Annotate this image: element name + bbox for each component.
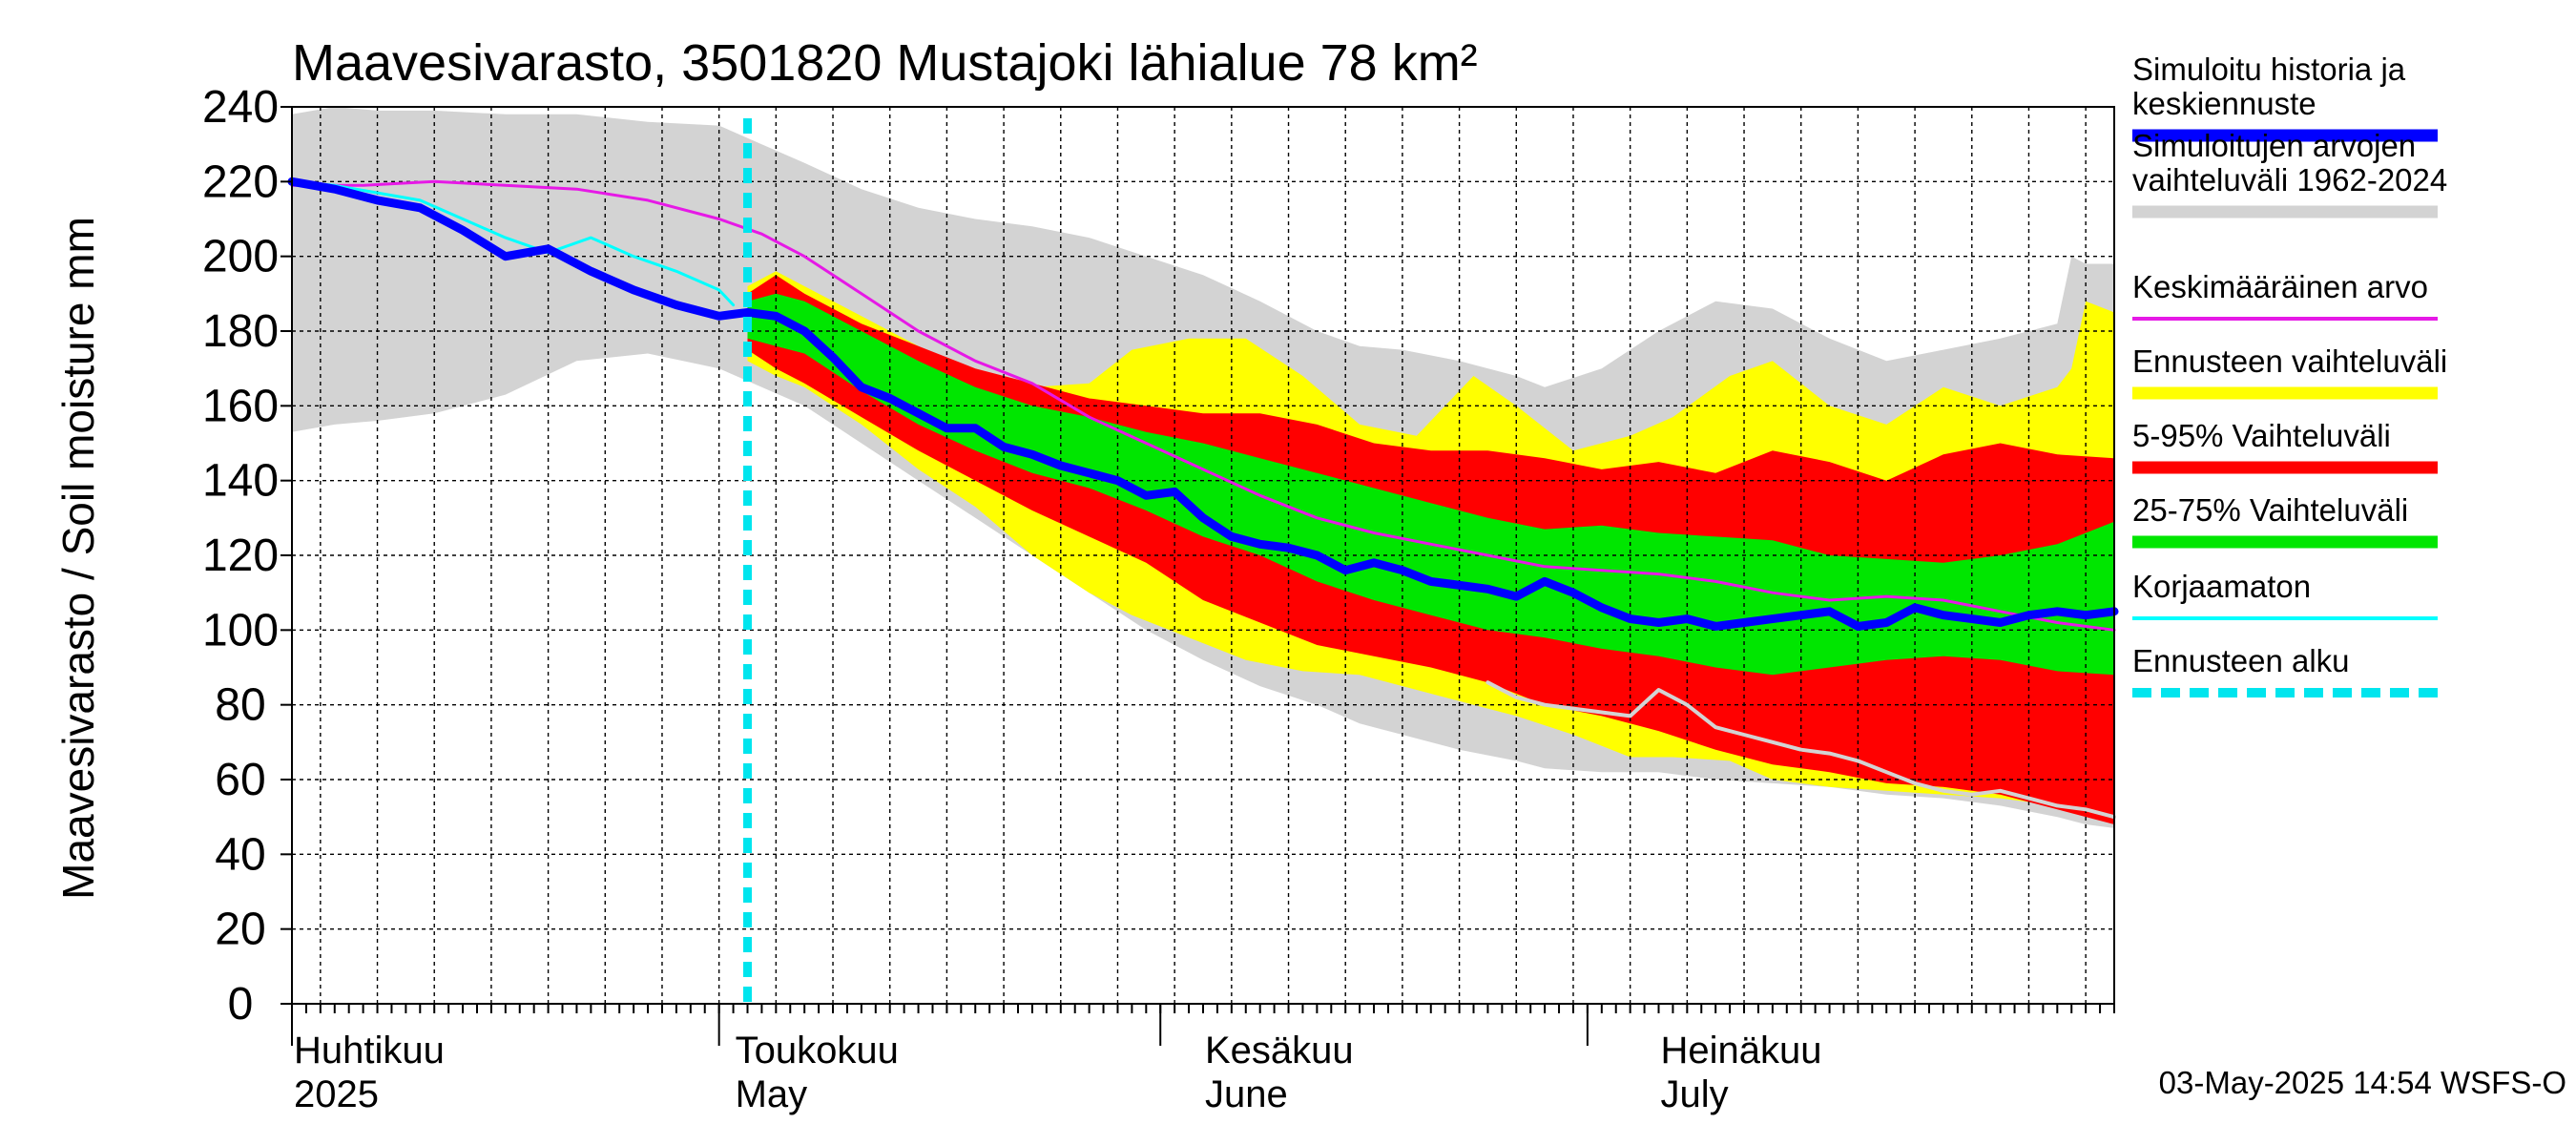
legend-label: Simuloitujen arvojen [2132,128,2416,163]
legend-item-ennusteen-alku: Ennusteen alku [2132,643,2438,697]
legend-label: 5-95% Vaihteluväli [2132,418,2391,453]
legend-item-25-75-vaihteluv-li: 25-75% Vaihteluväli [2132,492,2438,549]
legend-label: keskiennuste [2132,86,2316,121]
line-korjaamaton [290,179,736,307]
legend-item-5-95-vaihteluv-li: 5-95% Vaihteluväli [2132,418,2438,474]
legend-label: Korjaamaton [2132,569,2311,604]
y-tick-label-100: 100 [202,605,279,656]
legend-label: Keskimääräinen arvo [2132,269,2428,304]
month-label-kes-kuu: Kesäkuu [1205,1030,1354,1072]
line-keskim-r-inen-arvo [290,179,2116,632]
month-label-toukokuu: Toukokuu [736,1030,899,1072]
legend-label: Simuloitu historia ja [2132,52,2406,87]
y-tick-label-140: 140 [202,456,279,507]
month-label-huhtikuu: Huhtikuu [294,1030,445,1072]
y-tick-label-200: 200 [202,232,279,282]
legend-item-ennusteen-vaihteluv-li: Ennusteen vaihteluväli [2132,344,2447,400]
month-label-hein-kuu: Heinäkuu [1661,1030,1822,1072]
y-tick-label-60: 60 [215,755,265,805]
legend-label: Ennusteen alku [2132,643,2350,678]
plot-axes [280,106,2115,1046]
legend-item-korjaamaton: Korjaamaton [2132,569,2438,620]
y-tick-label-120: 120 [202,531,279,581]
series-lines [287,177,2119,820]
legend: Simuloitu historia jakeskiennusteSimuloi… [2132,52,2447,697]
band-25-75-vaihteluv-li [747,293,2114,676]
y-tick-label-240: 240 [202,82,279,133]
y-tick-label-160: 160 [202,381,279,431]
grid-lines [292,106,2114,1004]
legend-label: Ennusteen vaihteluväli [2132,344,2447,379]
legend-label: vaihteluväli 1962-2024 [2132,162,2447,198]
chart-title: Maavesivarasto, 3501820 Mustajoki lähial… [292,34,1478,92]
month-sublabel-june: June [1205,1073,1288,1115]
line-simuloitu-historia-ja-keskiennuste [287,177,2119,631]
month-sublabel-2025: 2025 [294,1073,379,1115]
y-tick-label-80: 80 [215,680,265,731]
y-tick-label-0: 0 [228,979,254,1030]
timestamp-footer: 03-May-2025 14:54 WSFS-O [2159,1065,2566,1100]
month-sublabel-july: July [1661,1073,1729,1115]
y-tick-label-180: 180 [202,306,279,357]
legend-item-keskim-r-inen-arvo: Keskimääräinen arvo [2132,269,2438,321]
month-sublabel-may: May [736,1073,808,1115]
y-tick-labels: 0 20 40 60 80 100 120 140 160 180 200 220 240 [202,82,279,1030]
y-tick-label-40: 40 [215,829,265,880]
line-lowest-history-line [1485,680,2116,820]
y-tick-label-20: 20 [215,905,265,955]
legend-label: 25-75% Vaihteluväli [2132,492,2408,528]
y-axis-label: Maavesivarasto / Soil moisture mm [53,217,103,900]
y-tick-label-220: 220 [202,156,279,207]
variation-bands [292,107,2114,828]
